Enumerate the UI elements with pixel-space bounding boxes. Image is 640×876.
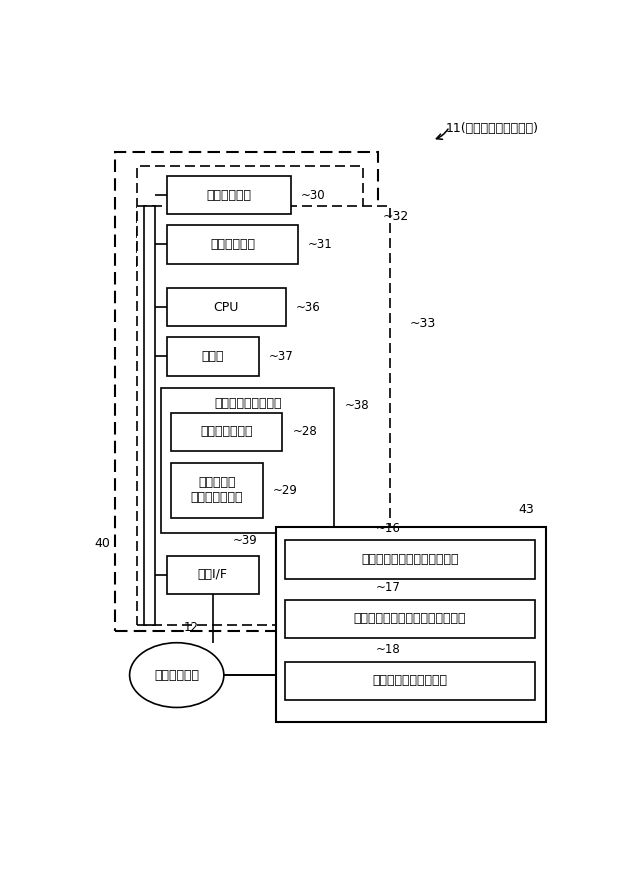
Text: チーム医療
支援プログラム: チーム医療 支援プログラム <box>190 477 243 505</box>
Text: ~28: ~28 <box>292 426 317 438</box>
Text: 制御プログラム: 制御プログラム <box>200 426 253 438</box>
Bar <box>171 413 282 451</box>
Text: ~32: ~32 <box>383 210 409 223</box>
Text: 40: 40 <box>94 537 110 550</box>
Text: ~17: ~17 <box>376 581 400 594</box>
Text: スタッフスケジュール情報格納部: スタッフスケジュール情報格納部 <box>354 612 467 625</box>
Text: ネットワーク: ネットワーク <box>154 668 199 682</box>
Text: 入力デバイス: 入力デバイス <box>210 238 255 251</box>
Bar <box>167 176 291 215</box>
Bar <box>285 661 535 700</box>
Text: CPU: CPU <box>214 300 239 314</box>
Bar <box>276 526 547 723</box>
Bar <box>167 555 259 594</box>
Text: 患者スケジュール情報格納部: 患者スケジュール情報格納部 <box>362 553 459 566</box>
Text: 12: 12 <box>184 621 199 634</box>
Bar <box>145 207 156 625</box>
Bar <box>115 152 378 632</box>
Text: 43: 43 <box>518 504 534 516</box>
Bar <box>285 540 535 579</box>
Text: ~37: ~37 <box>269 350 293 363</box>
Bar <box>171 463 262 518</box>
Ellipse shape <box>129 643 224 708</box>
Bar <box>167 337 259 376</box>
Text: ディスプレイ: ディスプレイ <box>206 188 252 201</box>
Bar <box>137 166 363 267</box>
Text: メモリ: メモリ <box>202 350 224 363</box>
Text: 通信メッセージ格納部: 通信メッセージ格納部 <box>372 675 447 688</box>
Text: ~16: ~16 <box>376 521 400 534</box>
Text: 11(チーム医療支援装置): 11(チーム医療支援装置) <box>445 123 538 135</box>
Text: 通信I/F: 通信I/F <box>198 569 228 582</box>
Bar <box>167 225 298 264</box>
Bar <box>161 388 335 533</box>
Text: ~36: ~36 <box>296 300 321 314</box>
Text: ~33: ~33 <box>410 317 436 330</box>
Bar <box>285 599 535 638</box>
Text: ~18: ~18 <box>376 643 400 656</box>
Text: ~39: ~39 <box>232 534 257 548</box>
Text: ~31: ~31 <box>308 238 333 251</box>
Text: ~38: ~38 <box>344 399 369 412</box>
Bar <box>137 207 390 625</box>
Text: ストレージデバイス: ストレージデバイス <box>214 397 282 410</box>
Bar <box>167 288 286 327</box>
Text: ~30: ~30 <box>301 188 325 201</box>
Text: ~29: ~29 <box>273 484 298 497</box>
